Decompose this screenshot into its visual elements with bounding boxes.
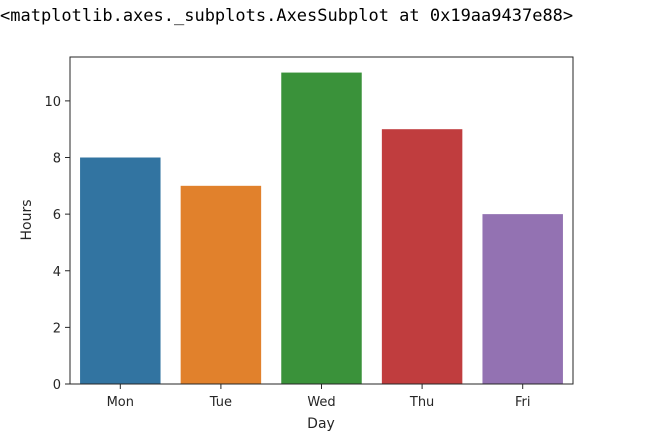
y-tick-label: 2 <box>53 321 61 336</box>
bar-mon <box>80 157 161 384</box>
x-tick-label: Tue <box>209 395 232 410</box>
bar-fri <box>482 214 563 384</box>
bars-group <box>80 72 563 385</box>
y-tick-label: 10 <box>44 95 61 110</box>
y-tick-label: 0 <box>53 378 61 393</box>
x-tick-label: Fri <box>515 395 531 410</box>
x-tick-label: Mon <box>107 395 134 410</box>
bar-thu <box>381 129 463 384</box>
bar-tue <box>180 185 262 384</box>
y-ticks-group: 0 2 4 6 8 10 <box>44 95 70 393</box>
y-axis-label: Hours <box>19 199 35 240</box>
x-axis-label: Day <box>307 416 335 432</box>
output-repr-text: <matplotlib.axes._subplots.AxesSubplot a… <box>0 6 574 26</box>
x-tick-label: Thu <box>409 395 434 410</box>
bar-wed <box>281 72 362 385</box>
y-tick-label: 6 <box>53 208 61 223</box>
x-tick-label: Wed <box>307 395 335 410</box>
y-tick-label: 4 <box>53 265 61 280</box>
x-ticks-group: Mon Tue Wed Thu Fri <box>107 384 531 410</box>
y-tick-label: 8 <box>53 152 61 167</box>
